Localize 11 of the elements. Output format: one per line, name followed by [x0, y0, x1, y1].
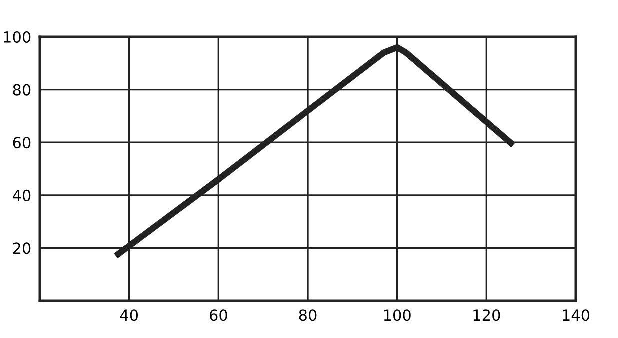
- x-tick-label: 140: [563, 310, 590, 322]
- y-tick-label: 100: [4, 31, 31, 44]
- x-tick-label: 100: [384, 310, 411, 322]
- y-tick-label: 40: [12, 190, 31, 202]
- x-tick-label: 60: [210, 310, 228, 322]
- y-tick-label: 80: [13, 84, 31, 96]
- x-tick-label: 120: [474, 310, 500, 322]
- y-tick-label: 20: [13, 242, 31, 254]
- y-tick-label: 60: [13, 137, 31, 149]
- x-tick-label: 40: [120, 310, 138, 322]
- x-tick-label: 80: [299, 310, 317, 322]
